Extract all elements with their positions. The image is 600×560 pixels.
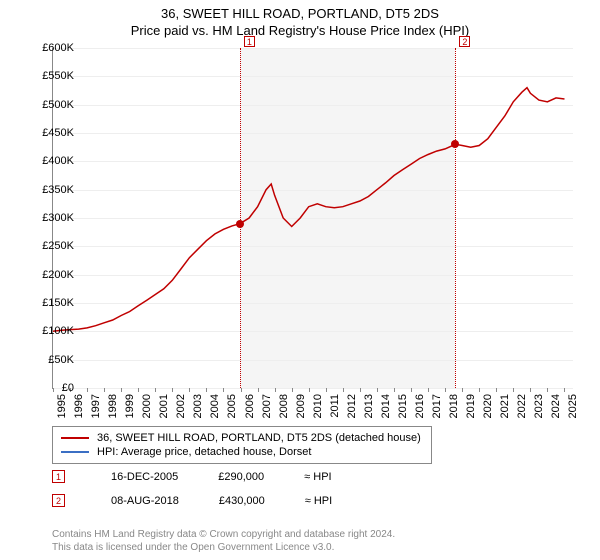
sale-dot — [236, 220, 244, 228]
x-axis-label: 2018 — [448, 394, 460, 424]
x-axis-label: 2006 — [244, 394, 256, 424]
y-axis-label: £200K — [24, 269, 74, 281]
x-axis-label: 2019 — [465, 394, 477, 424]
footer-line1: Contains HM Land Registry data © Crown c… — [52, 528, 395, 541]
y-axis-label: £550K — [24, 70, 74, 82]
x-axis-label: 2008 — [278, 394, 290, 424]
y-axis-label: £250K — [24, 240, 74, 252]
x-axis-label: 2012 — [346, 394, 358, 424]
chart-line — [53, 48, 573, 388]
price-chart: 12 — [52, 48, 573, 389]
legend-item-hpi: HPI: Average price, detached house, Dors… — [61, 445, 423, 459]
y-axis-label: £350K — [24, 184, 74, 196]
x-axis-label: 1998 — [107, 394, 119, 424]
x-axis-label: 2010 — [312, 394, 324, 424]
sale-rel-1: ≈ HPI — [304, 471, 331, 483]
y-axis-label: £0 — [24, 382, 74, 394]
x-axis-label: 2025 — [567, 394, 579, 424]
y-axis-label: £400K — [24, 155, 74, 167]
sale-price-1: £290,000 — [218, 471, 264, 483]
x-axis-label: 2001 — [158, 394, 170, 424]
x-axis-label: 2003 — [192, 394, 204, 424]
x-axis-label: 1995 — [56, 394, 68, 424]
x-axis-label: 2009 — [295, 394, 307, 424]
legend-label-series: 36, SWEET HILL ROAD, PORTLAND, DT5 2DS (… — [97, 432, 421, 444]
x-axis-label: 2000 — [141, 394, 153, 424]
x-axis-label: 2020 — [482, 394, 494, 424]
x-axis-label: 2024 — [550, 394, 562, 424]
y-axis-label: £600K — [24, 42, 74, 54]
sale-dot — [451, 140, 459, 148]
x-axis-label: 2011 — [329, 394, 341, 424]
sale-row-1: 1 16-DEC-2005 £290,000 ≈ HPI — [52, 470, 332, 483]
footer-line2: This data is licensed under the Open Gov… — [52, 541, 395, 554]
x-axis-label: 2015 — [397, 394, 409, 424]
x-axis-label: 2021 — [499, 394, 511, 424]
legend-swatch-hpi — [61, 451, 89, 453]
x-axis-label: 1996 — [73, 394, 85, 424]
x-axis-label: 2005 — [226, 394, 238, 424]
x-axis-label: 2007 — [261, 394, 273, 424]
y-axis-label: £150K — [24, 297, 74, 309]
legend-label-hpi: HPI: Average price, detached house, Dors… — [97, 446, 311, 458]
y-axis-label: £500K — [24, 99, 74, 111]
legend-item-series: 36, SWEET HILL ROAD, PORTLAND, DT5 2DS (… — [61, 431, 423, 445]
sale-row-2: 2 08-AUG-2018 £430,000 ≈ HPI — [52, 494, 332, 507]
sale-rel-2: ≈ HPI — [305, 495, 332, 507]
x-axis-label: 2022 — [516, 394, 528, 424]
sale-date-2: 08-AUG-2018 — [111, 495, 179, 507]
y-axis-label: £450K — [24, 127, 74, 139]
x-axis-label: 2004 — [209, 394, 221, 424]
x-axis-label: 2016 — [414, 394, 426, 424]
x-axis-label: 1999 — [124, 394, 136, 424]
x-axis-label: 2014 — [380, 394, 392, 424]
legend-swatch-series — [61, 437, 89, 439]
x-axis-label: 2013 — [363, 394, 375, 424]
x-axis-label: 2017 — [431, 394, 443, 424]
chart-marker: 2 — [459, 36, 470, 47]
sale-price-2: £430,000 — [219, 495, 265, 507]
page-title: 36, SWEET HILL ROAD, PORTLAND, DT5 2DS — [0, 0, 600, 21]
legend: 36, SWEET HILL ROAD, PORTLAND, DT5 2DS (… — [52, 426, 432, 464]
x-axis-label: 2023 — [533, 394, 545, 424]
sale-date-1: 16-DEC-2005 — [111, 471, 178, 483]
page-subtitle: Price paid vs. HM Land Registry's House … — [0, 21, 600, 38]
chart-marker: 1 — [244, 36, 255, 47]
y-axis-label: £50K — [24, 354, 74, 366]
x-axis-label: 2002 — [175, 394, 187, 424]
footer-attribution: Contains HM Land Registry data © Crown c… — [52, 528, 395, 554]
y-axis-label: £300K — [24, 212, 74, 224]
y-axis-label: £100K — [24, 325, 74, 337]
sale-marker-2: 2 — [52, 494, 65, 507]
x-axis-label: 1997 — [90, 394, 102, 424]
sale-marker-1: 1 — [52, 470, 65, 483]
